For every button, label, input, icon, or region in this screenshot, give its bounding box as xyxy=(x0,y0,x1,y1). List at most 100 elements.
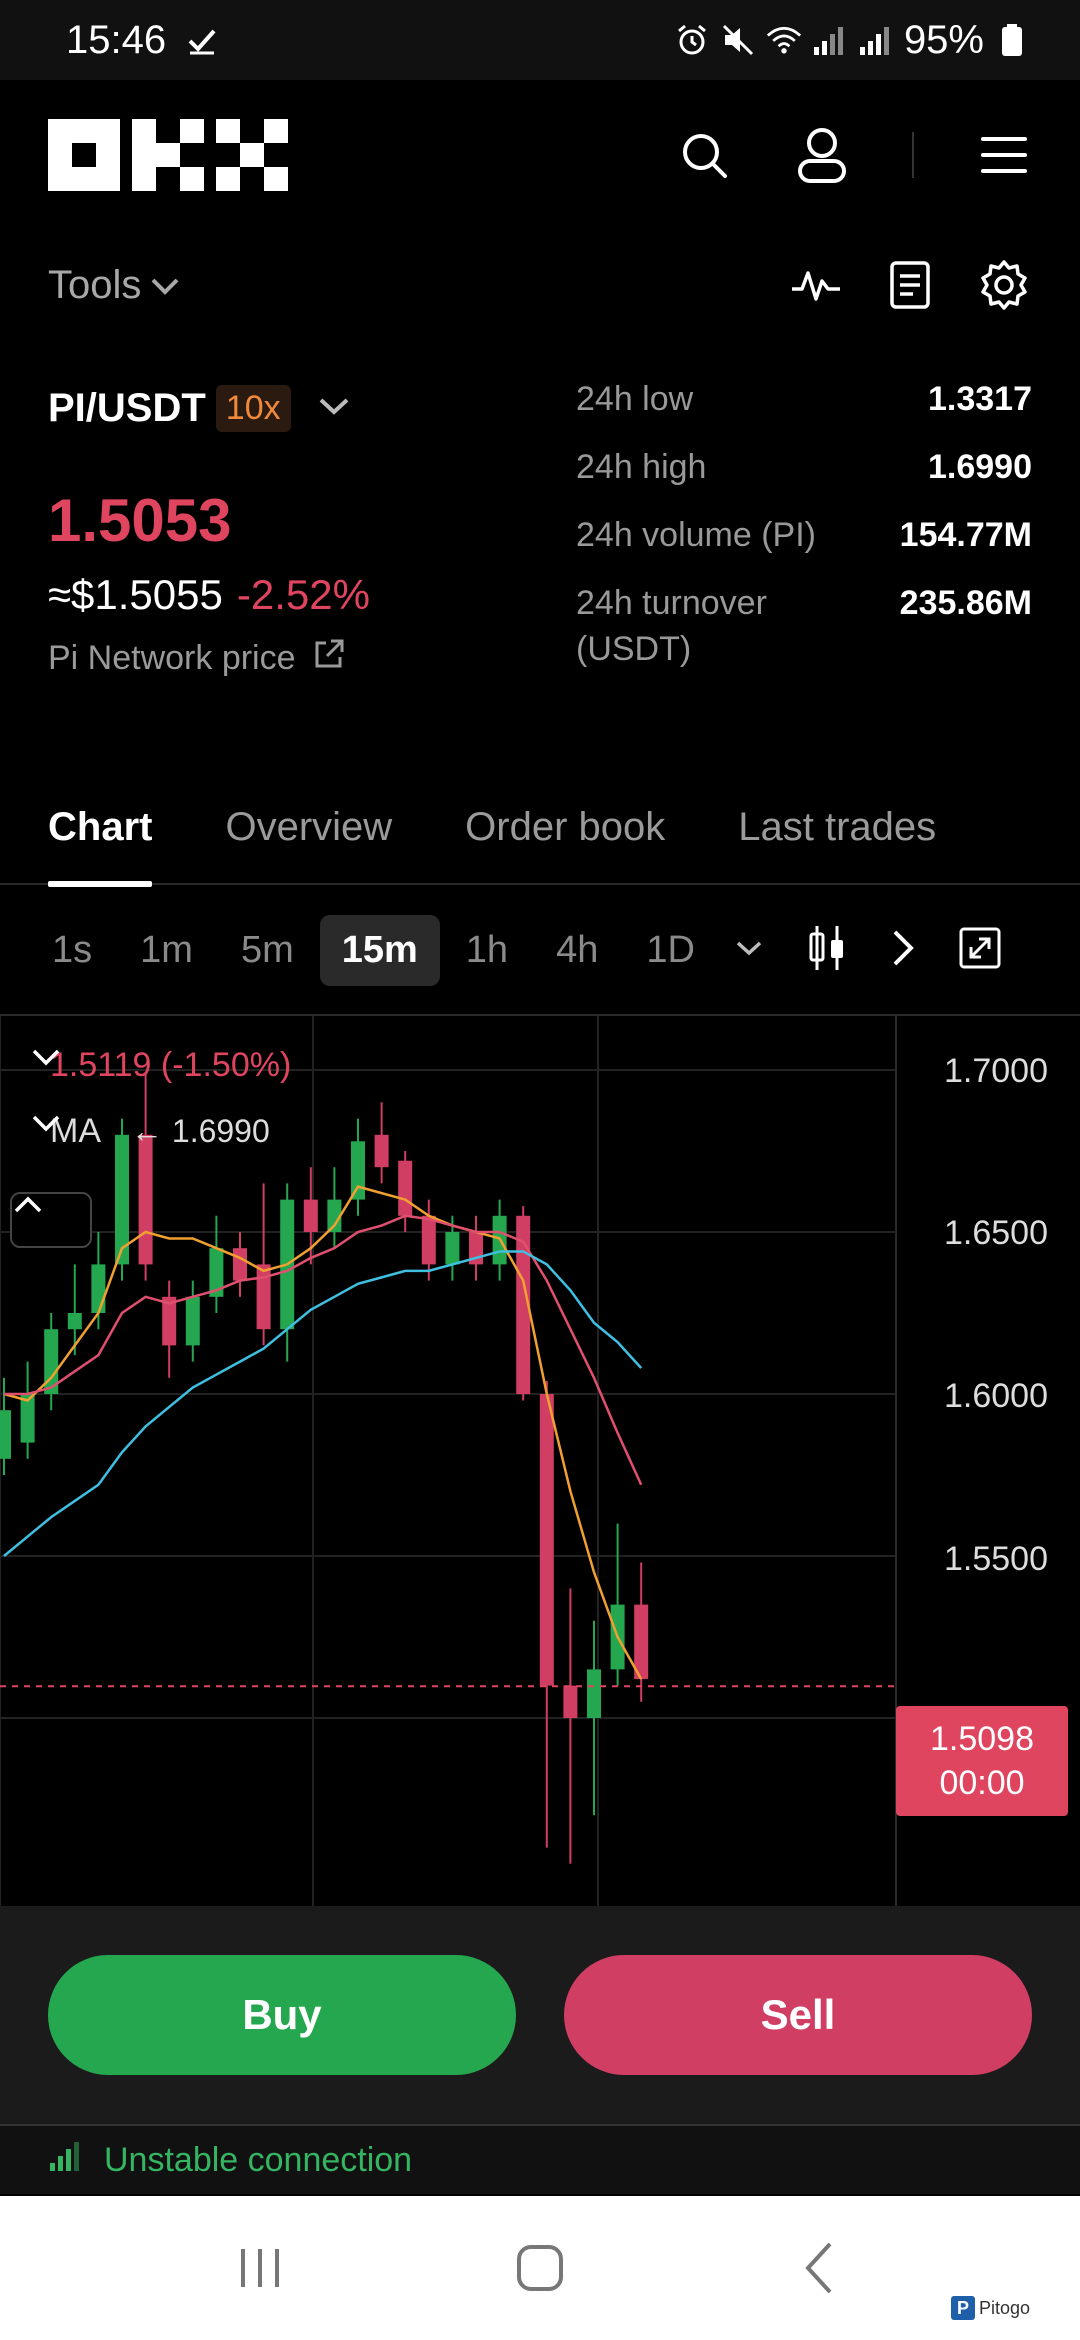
connection-status-bar: Unstable connection xyxy=(0,2126,1080,2194)
mute-icon xyxy=(720,22,756,58)
system-nav-bar: P Pitogo xyxy=(0,2196,1080,2340)
pair-selector[interactable]: PI/USDT 10x xyxy=(48,370,568,446)
watermark-text: Pitogo xyxy=(978,2297,1030,2318)
candle-body xyxy=(445,1232,460,1265)
stat-value: 1.6990 xyxy=(928,448,1032,486)
chevron-right-icon[interactable] xyxy=(891,928,915,973)
candle-body xyxy=(233,1248,247,1281)
app-header xyxy=(0,80,1080,230)
interval-bar: 1s 1m 5m 15m 1h 4h 1D xyxy=(0,900,1080,1000)
stat-row: 24h volume (PI) 154.77M xyxy=(576,512,1032,580)
candle-body xyxy=(209,1248,224,1297)
candlestick-type-icon[interactable] xyxy=(807,924,847,977)
tab-overview[interactable]: Overview xyxy=(225,805,393,849)
chevron-down-icon xyxy=(317,394,351,423)
candle-body xyxy=(91,1264,106,1313)
signal-bars-icon xyxy=(48,2141,84,2180)
interval-15m[interactable]: 15m xyxy=(319,914,440,986)
search-icon[interactable] xyxy=(676,127,732,183)
candle-body xyxy=(138,1134,153,1265)
fullscreen-icon[interactable] xyxy=(959,927,1001,974)
external-link-icon xyxy=(312,637,346,680)
candle-body xyxy=(0,1410,11,1459)
sell-button[interactable]: Sell xyxy=(564,1955,1032,2075)
y-axis-label: 1.6500 xyxy=(944,1214,1048,1252)
stat-label: 24h turnover (USDT) xyxy=(576,584,767,668)
pi-link-label: Pi Network price xyxy=(48,639,296,677)
stat-label: 24h volume (PI) xyxy=(576,516,816,554)
settings-gear-icon[interactable] xyxy=(976,257,1032,313)
candle-body xyxy=(587,1669,601,1718)
interval-more-chevron-icon[interactable] xyxy=(735,938,763,963)
candle-body xyxy=(421,1215,436,1265)
status-bar: 15:46 95% xyxy=(0,0,1080,80)
interval-4h[interactable]: 4h xyxy=(556,928,599,971)
recent-apps-icon[interactable] xyxy=(220,2228,300,2308)
current-price-tag: 1.5098 00:00 xyxy=(896,1706,1068,1816)
interval-1d[interactable]: 1D xyxy=(646,928,695,971)
tab-last-trades[interactable]: Last trades xyxy=(738,805,937,849)
buy-button[interactable]: Buy xyxy=(48,1955,516,2075)
price-change: -2.52% xyxy=(236,571,370,618)
interval-1m[interactable]: 1m xyxy=(140,928,193,971)
high-marker: ← 1.6990 xyxy=(131,1113,270,1149)
current-price-label: 1.5098 xyxy=(930,1720,1034,1758)
interval-1h[interactable]: 1h xyxy=(465,928,509,971)
tools-label: Tools xyxy=(48,262,142,307)
back-icon[interactable] xyxy=(780,2228,860,2308)
candle-body xyxy=(516,1215,531,1394)
battery-percent: 95% xyxy=(903,17,984,62)
stats-panel: 24h low 1.3317 24h high 1.6990 24h volum… xyxy=(576,376,1032,672)
stat-row: 24h high 1.6990 xyxy=(576,444,1032,512)
y-axis-label: 1.5500 xyxy=(944,1540,1048,1578)
tools-dropdown[interactable]: Tools xyxy=(48,263,181,308)
leverage-badge: 10x xyxy=(215,384,291,432)
ticker-summary: PI/USDT 10x 1.5053 ≈$1.5055 -2.52% Pi Ne… xyxy=(48,370,568,680)
watermark: P Pitogo xyxy=(950,2296,1030,2320)
last-price: 1.5053 xyxy=(48,487,232,554)
chevron-down-icon xyxy=(149,263,181,308)
ma-row[interactable]: MA ← 1.6990 xyxy=(30,1112,270,1151)
candle-body xyxy=(20,1394,35,1443)
interval-1s[interactable]: 1s xyxy=(52,928,93,971)
menu-icon[interactable] xyxy=(976,127,1032,183)
pi-network-price-link[interactable]: Pi Network price xyxy=(48,637,568,680)
check-icon xyxy=(184,22,220,58)
candle-body xyxy=(162,1296,177,1346)
battery-icon xyxy=(994,22,1030,58)
candle-body xyxy=(185,1296,200,1346)
activity-icon[interactable] xyxy=(788,257,844,313)
candle-body xyxy=(256,1264,271,1330)
alarm-icon xyxy=(674,22,710,58)
candle-body xyxy=(351,1141,365,1200)
interval-divider xyxy=(0,1014,1080,1016)
interval-5m[interactable]: 5m xyxy=(240,928,294,971)
candlestick-chart-svg[interactable] xyxy=(0,1016,1080,1906)
collapse-indicators-button[interactable] xyxy=(10,1192,92,1248)
tab-chart[interactable]: Chart xyxy=(48,770,153,887)
stat-row: 24h low 1.3317 xyxy=(576,376,1032,444)
indicator-row[interactable]: 1.5119 (-1.50%) xyxy=(30,1046,291,1085)
account-icon[interactable] xyxy=(794,127,850,183)
candle-body xyxy=(327,1199,342,1232)
watermark-logo-icon: P xyxy=(950,2296,975,2320)
candle-countdown: 00:00 xyxy=(939,1764,1025,1802)
stat-value: 235.86M xyxy=(899,584,1032,622)
candle-body xyxy=(563,1685,578,1718)
stat-label: 24h high xyxy=(576,448,707,486)
okx-logo[interactable] xyxy=(48,119,288,191)
stat-label: 24h low xyxy=(576,380,694,418)
candle-body xyxy=(303,1199,318,1232)
candle-body xyxy=(44,1329,59,1394)
tab-order-book[interactable]: Order book xyxy=(465,805,666,849)
pair-name: PI/USDT xyxy=(48,385,206,430)
moving-average-line xyxy=(4,1214,643,1486)
usd-price: ≈$1.5055 xyxy=(48,571,223,618)
wifi-icon xyxy=(766,22,802,58)
home-icon[interactable] xyxy=(500,2228,580,2308)
candle-body xyxy=(634,1604,649,1680)
tab-bar: Chart Overview Order book Last trades xyxy=(0,770,1080,887)
price-chart[interactable]: 1.5119 (-1.50%) MA ← 1.6990 1.7000 1.650… xyxy=(0,1016,1080,1906)
candle-body xyxy=(374,1134,389,1168)
document-icon[interactable] xyxy=(882,257,938,313)
